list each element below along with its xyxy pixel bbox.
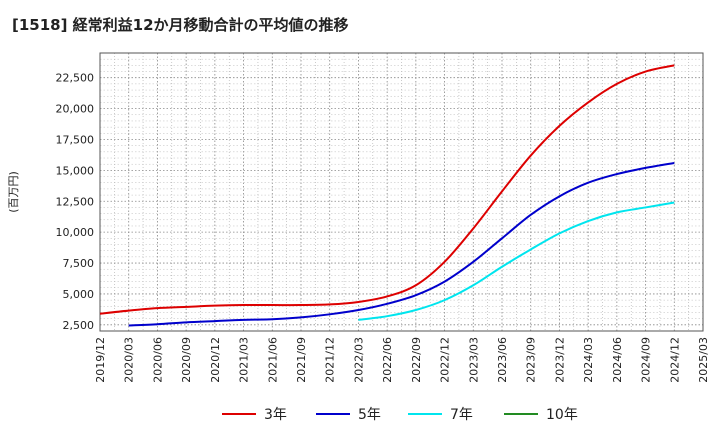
y-tick-label: 7,500 <box>63 257 95 270</box>
x-tick-label: 2021/09 <box>295 337 308 383</box>
series-line-5年 <box>128 161 675 327</box>
series-line-7年 <box>358 201 675 321</box>
y-tick-label: 12,500 <box>56 195 95 208</box>
x-tick-label: 2022/09 <box>410 337 423 383</box>
y-tick-label: 20,000 <box>56 103 95 116</box>
x-tick-label: 2020/09 <box>180 337 193 383</box>
x-tick-label: 2022/03 <box>352 337 365 383</box>
legend-label: 10年 <box>546 407 578 423</box>
series-lines <box>99 64 675 327</box>
x-tick-label: 2024/09 <box>640 337 653 383</box>
grid <box>99 52 704 331</box>
y-tick-label: 15,000 <box>56 164 95 177</box>
x-tick-label: 2022/06 <box>381 337 394 383</box>
y-tick-label: 17,500 <box>56 133 95 146</box>
x-tick-label: 2020/12 <box>209 337 222 383</box>
x-tick-label: 2025/03 <box>697 337 710 383</box>
x-axis-ticks: 2019/12 2020/03 2020/06 2020/09 2020/12 2021/… <box>94 337 710 383</box>
series-line-3年 <box>99 64 675 315</box>
x-tick-label: 2024/12 <box>668 337 681 383</box>
y-tick-label: 22,500 <box>56 72 95 85</box>
y-tick-label: 5,000 <box>63 288 95 301</box>
x-tick-label: 2020/06 <box>151 337 164 383</box>
x-tick-label: 2020/03 <box>123 337 136 383</box>
x-tick-label: 2019/12 <box>94 337 107 383</box>
x-tick-label: 2023/06 <box>496 337 509 383</box>
x-tick-label: 2024/03 <box>582 337 595 383</box>
plot-area <box>99 52 704 332</box>
x-tick-label: 2021/03 <box>238 337 251 383</box>
x-tick-label: 2021/06 <box>266 337 279 383</box>
legend-label: 3年 <box>264 407 287 423</box>
chart-title: [1518] 経常利益12か月移動合計の平均値の推移 <box>12 16 349 34</box>
legend-label: 7年 <box>450 407 473 423</box>
y-tick-label: 2,500 <box>63 319 95 332</box>
legend-label: 5年 <box>358 407 381 423</box>
x-tick-label: 2023/12 <box>553 337 566 383</box>
legend: 3年 5年 7年 10年 <box>222 407 578 423</box>
x-tick-label: 2022/12 <box>439 337 452 383</box>
x-tick-label: 2021/12 <box>324 337 337 383</box>
y-axis-label: (百万円) <box>7 171 20 213</box>
y-axis-ticks: 2,500 5,000 7,500 10,000 12,500 15,000 17,500 2… <box>56 72 95 332</box>
x-tick-label: 2024/06 <box>611 337 624 383</box>
x-tick-label: 2023/03 <box>467 337 480 383</box>
x-tick-label: 2023/09 <box>525 337 538 383</box>
y-tick-label: 10,000 <box>56 226 95 239</box>
